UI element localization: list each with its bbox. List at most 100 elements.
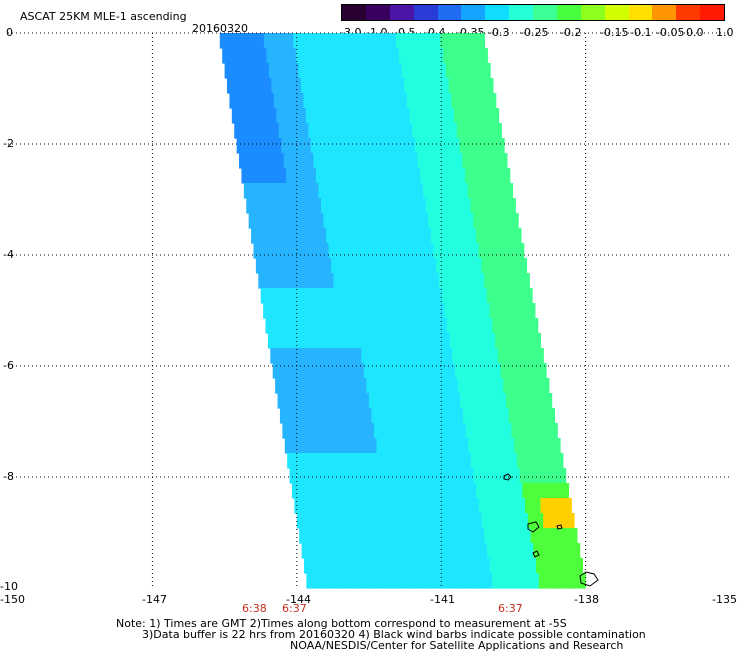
swath-cell (419, 78, 435, 94)
swath-cell (323, 123, 339, 139)
swath-cell (417, 408, 434, 424)
swath-cell (427, 378, 444, 394)
swath-cell (335, 108, 351, 124)
swath-cell (490, 228, 507, 244)
swath-cell (445, 483, 462, 499)
swath-cell (391, 258, 407, 274)
swath-cell (243, 183, 260, 199)
swath-cell (330, 528, 347, 544)
swath-cell (415, 228, 432, 244)
swath-cell (300, 438, 316, 454)
swath-cell (319, 558, 336, 574)
swath-cell (537, 483, 554, 499)
swath-cell (310, 48, 326, 64)
swath-cell (384, 48, 400, 64)
swath-cell (475, 63, 491, 79)
swath-cell (538, 573, 555, 589)
swath-cell (438, 273, 455, 289)
swath-cell (402, 153, 419, 169)
swath-cell (464, 333, 481, 349)
swath-cell (414, 483, 431, 499)
swath-cell (259, 93, 275, 109)
x-tick-label: -144 (286, 593, 311, 606)
swath-cell (295, 408, 312, 424)
colorbar-segment (342, 5, 366, 20)
swath-cell (359, 78, 376, 94)
swath-cell (452, 348, 469, 364)
swath-cell (428, 48, 444, 64)
swath-cell (343, 513, 360, 529)
swath-cell (558, 513, 575, 529)
swath-cell (353, 303, 370, 319)
swath-cell (453, 528, 470, 544)
swath-cell (301, 168, 317, 184)
swath-cell (480, 93, 497, 109)
note-line-1: Note: 1) Times are GMT 2)Times along bot… (116, 617, 567, 630)
swath-cell (372, 63, 388, 79)
swath-cell (311, 228, 327, 244)
swath-cell (544, 438, 561, 454)
swath-cell (508, 408, 525, 424)
swath-cell (255, 258, 272, 274)
swath-cell (385, 138, 401, 154)
swath-cell (399, 483, 416, 499)
swath-cell (313, 63, 329, 79)
swath-cell (323, 303, 340, 319)
swath-cell (249, 33, 265, 49)
swath-cell (312, 423, 329, 439)
swath-cell (253, 153, 270, 169)
swath-cell (371, 408, 388, 424)
x-tick-label: -135 (712, 593, 737, 606)
swath-cell (448, 498, 465, 514)
swath-cell (314, 528, 331, 544)
colorbar-segment (652, 5, 677, 20)
swath-cell (315, 438, 332, 454)
swath-cell (478, 243, 495, 259)
swath-cell (477, 318, 493, 334)
swath-cell (354, 48, 371, 64)
swath-cell (512, 348, 529, 364)
swath-cell (266, 228, 282, 244)
swath-cell (417, 498, 434, 514)
colorbar-segment (413, 5, 438, 20)
swath-cell (463, 498, 480, 514)
swath-cell (401, 318, 418, 334)
note-line-2: 3)Data buffer is 22 hrs from 20160320 4)… (142, 628, 646, 641)
swath-cell (413, 48, 430, 64)
swath-cell (490, 393, 507, 409)
swath-cell (249, 123, 265, 139)
swath-cell (303, 363, 319, 379)
swath-cell (533, 543, 550, 559)
swath-cell (497, 348, 514, 364)
swath-cell (280, 318, 297, 334)
swath-cell (341, 228, 357, 244)
swath-cell (457, 378, 474, 394)
swath-cell (414, 303, 430, 319)
colorbar-segment (580, 5, 605, 20)
swath-cell (320, 108, 337, 124)
swath-cell (553, 483, 570, 499)
swath-cell (292, 393, 309, 409)
colorbar (341, 4, 725, 21)
swath-cell (355, 228, 372, 244)
swath-cell (484, 528, 501, 544)
swath-cell (509, 498, 526, 514)
swath-cell (446, 318, 463, 334)
swath-cell (488, 468, 505, 484)
swath-cell (451, 258, 467, 274)
colorbar-label: -0.15 (600, 26, 629, 39)
swath-cell (460, 63, 476, 79)
swath-cell (441, 123, 458, 139)
swath-cell (424, 108, 440, 124)
swath-cell (533, 378, 550, 394)
swath-cell (378, 183, 394, 199)
colorbar-label: -3.0 (340, 26, 362, 39)
swath-cell (291, 198, 307, 214)
swath-cell (409, 453, 426, 469)
swath-cell (325, 138, 342, 154)
swath-cell (413, 213, 429, 229)
swath-cell (383, 303, 400, 319)
swath-cell (387, 153, 404, 169)
swath-cell (443, 213, 459, 229)
swath-cell (320, 198, 337, 214)
